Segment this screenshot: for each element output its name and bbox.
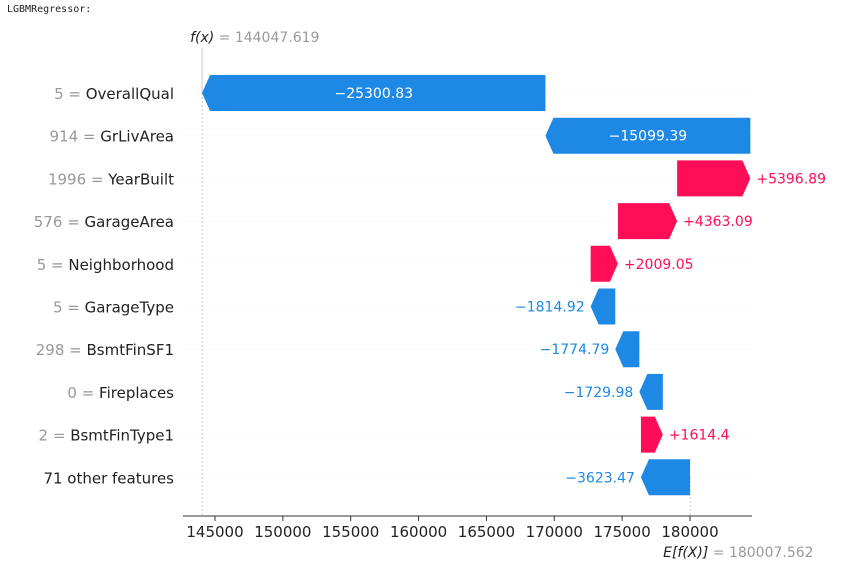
feature-label: 0 = Fireplaces [67, 384, 174, 402]
negative-contribution-bar [590, 288, 616, 325]
positive-contribution-bar [590, 245, 618, 282]
feature-label: 71 other features [43, 469, 174, 487]
negative-contribution-bar [202, 75, 546, 111]
contribution-label: +2009.05 [624, 257, 694, 273]
contribution-label: −3623.47 [565, 470, 635, 486]
x-tick-label: 145000 [186, 523, 243, 541]
feature-label: 2 = BsmtFinType1 [39, 427, 174, 445]
x-tick-label: 165000 [458, 523, 515, 541]
feature-label: 5 = OverallQual [54, 85, 174, 103]
negative-contribution-bar [545, 117, 751, 154]
x-tick-label: 160000 [390, 523, 447, 541]
negative-contribution-bar [615, 331, 640, 368]
ex-label: E[f(X)] = 180007.562 [663, 545, 813, 561]
feature-label: 576 = GarageArea [34, 213, 174, 231]
x-tick-label: 150000 [254, 523, 311, 541]
fx-label: f(x) = 144047.619 [190, 30, 319, 46]
x-tick-label: 155000 [322, 523, 379, 541]
positive-contribution-bar [640, 416, 663, 453]
x-tick-label: 180000 [661, 523, 718, 541]
contribution-label: −25300.83 [334, 86, 413, 102]
feature-label: 5 = GarageType [53, 299, 174, 317]
negative-contribution-bar [639, 373, 663, 410]
feature-label: 298 = BsmtFinSF1 [36, 341, 174, 359]
contribution-label: −15099.39 [609, 129, 688, 145]
feature-label: 5 = Neighborhood [37, 256, 174, 274]
positive-contribution-bar [617, 203, 678, 240]
contribution-label: +5396.89 [756, 171, 826, 187]
feature-label: 914 = GrLivArea [50, 128, 174, 146]
contribution-label: −1774.79 [540, 342, 610, 358]
contribution-label: +1614.4 [669, 428, 730, 444]
x-tick-label: 170000 [526, 523, 583, 541]
contribution-label: −1814.92 [515, 300, 585, 316]
contribution-label: +4363.09 [683, 214, 753, 230]
contribution-label: −1729.98 [564, 385, 634, 401]
positive-contribution-bar [677, 160, 751, 197]
x-tick-label: 175000 [594, 523, 651, 541]
model-name-header: LGBMRegressor: [7, 4, 92, 15]
feature-label: 1996 = YearBuilt [48, 170, 174, 188]
negative-contribution-bar [640, 459, 691, 496]
